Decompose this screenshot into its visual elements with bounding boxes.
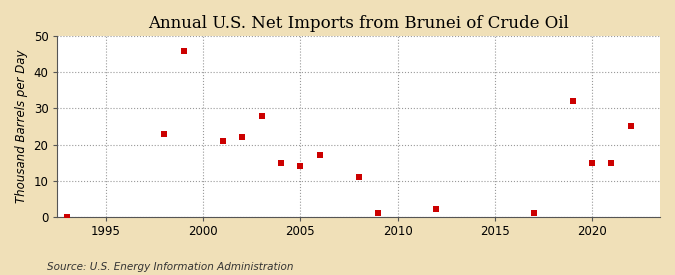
Point xyxy=(567,99,578,103)
Point xyxy=(626,124,637,129)
Point xyxy=(62,214,73,219)
Point xyxy=(178,49,189,53)
Point xyxy=(217,139,228,143)
Point xyxy=(275,160,286,165)
Point xyxy=(256,114,267,118)
Y-axis label: Thousand Barrels per Day: Thousand Barrels per Day xyxy=(15,50,28,203)
Point xyxy=(295,164,306,168)
Title: Annual U.S. Net Imports from Brunei of Crude Oil: Annual U.S. Net Imports from Brunei of C… xyxy=(148,15,569,32)
Point xyxy=(587,160,597,165)
Point xyxy=(431,207,442,212)
Point xyxy=(159,131,169,136)
Point xyxy=(606,160,617,165)
Point xyxy=(373,211,383,215)
Point xyxy=(315,153,325,158)
Point xyxy=(529,211,539,215)
Text: Source: U.S. Energy Information Administration: Source: U.S. Energy Information Administ… xyxy=(47,262,294,272)
Point xyxy=(237,135,248,139)
Point xyxy=(353,175,364,179)
